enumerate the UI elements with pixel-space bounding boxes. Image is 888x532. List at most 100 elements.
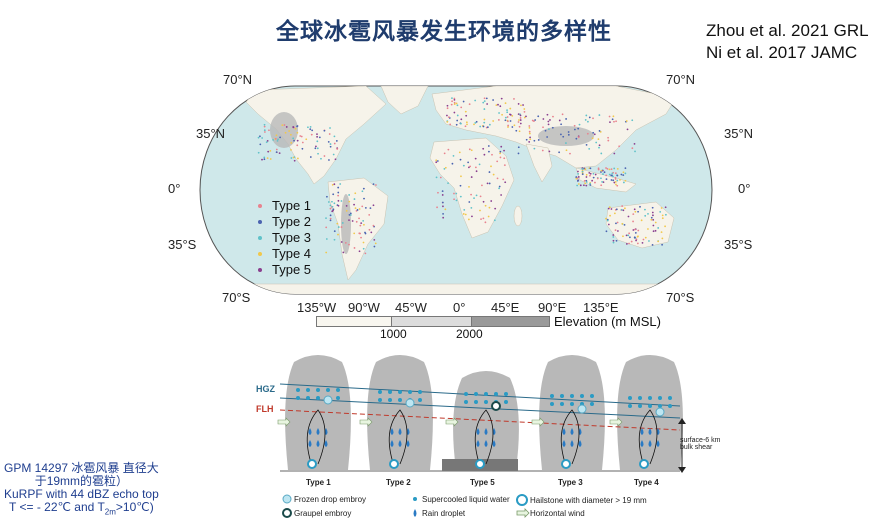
storm-point (453, 192, 455, 195)
storm-point (482, 101, 485, 104)
storm-point (519, 122, 522, 125)
storm-point (499, 152, 501, 155)
legend-item-type5: Type 5 (258, 262, 311, 278)
lat-label-right-70n: 70°N (666, 72, 696, 87)
storm-point (453, 198, 455, 201)
storm-point (368, 228, 371, 231)
storm-point (644, 208, 646, 211)
storm-point (482, 217, 485, 220)
storm-point (558, 119, 561, 122)
storm-point (323, 129, 326, 132)
storm-point (622, 235, 624, 238)
storm-point (528, 130, 531, 133)
storm-point (573, 128, 576, 131)
storm-point (479, 209, 481, 212)
storm-point (296, 131, 299, 134)
storm-point (333, 238, 336, 241)
storm-point (627, 234, 630, 237)
storm-point (455, 123, 458, 126)
storm-point (263, 125, 266, 128)
storm-point (588, 116, 591, 119)
storm-point (592, 172, 595, 175)
storm-point (612, 115, 615, 118)
supercooled-dot (464, 400, 468, 404)
storm-point (615, 239, 618, 242)
rain-drop (640, 440, 644, 447)
storm-point (600, 184, 603, 187)
storm-point (632, 213, 635, 216)
supercooled-dot (408, 390, 412, 394)
storm-point (492, 120, 495, 122)
storm-point (607, 139, 610, 142)
storm-point (591, 179, 594, 182)
supercooled-dot (560, 394, 564, 398)
storm-point (482, 125, 485, 128)
storm-point (374, 242, 377, 245)
storm-point (269, 158, 272, 160)
storm-point (296, 144, 299, 147)
storm-point (373, 239, 376, 241)
note-line-4: T <= - 22℃ and T2m>10℃) (9, 500, 154, 517)
storm-point (332, 208, 335, 211)
storm-point (348, 243, 350, 246)
storm-point (639, 205, 641, 208)
storm-point (436, 206, 438, 209)
supercooled-dot (484, 392, 488, 396)
storm-point (309, 156, 312, 158)
lat-label-right-0: 0° (738, 181, 751, 196)
storm-point (509, 120, 512, 122)
storm-point (492, 173, 495, 176)
storm-point (634, 232, 637, 234)
storm-point (360, 222, 363, 225)
storm-cloud (453, 371, 519, 470)
storm-point (267, 150, 270, 153)
storm-point (633, 236, 636, 239)
storm-point (503, 157, 506, 160)
storm-point (584, 119, 587, 121)
frozen-drop-embryo (405, 398, 415, 408)
storm-point (598, 130, 601, 132)
storm-point (621, 222, 624, 225)
storm-point (575, 137, 578, 140)
storm-point (475, 170, 478, 173)
storm-point (500, 97, 503, 100)
storm-point (284, 131, 287, 134)
storm-point (547, 123, 550, 126)
storm-point (588, 147, 591, 150)
storm-point (657, 227, 660, 229)
storm-point (316, 135, 319, 138)
storm-point (309, 128, 312, 131)
storm-point (616, 184, 619, 187)
legend-item-type2: Type 2 (258, 214, 311, 230)
storm-point (488, 123, 491, 126)
storm-point (509, 107, 512, 110)
storm-point (609, 121, 611, 124)
storm-point (463, 208, 466, 211)
storm-point (325, 251, 328, 254)
storm-point (488, 171, 491, 173)
storm-point (460, 106, 463, 109)
storm-point (589, 184, 592, 186)
storm-point (475, 120, 478, 123)
supercooled-dot (570, 394, 574, 398)
diagram-legend-wind: Horizontal wind (516, 508, 585, 518)
storm-point (518, 125, 521, 128)
storm-point (585, 114, 588, 117)
rain-drop (398, 428, 402, 435)
storm-point (546, 136, 549, 138)
supercooled-dot (398, 398, 402, 402)
storm-point (492, 99, 495, 101)
note-line-1: GPM 14297 冰雹风暴 直径大 (4, 461, 159, 475)
flh-label: FLH (256, 404, 274, 414)
storm-point (504, 119, 507, 122)
storm-point (364, 231, 366, 234)
storm-point (449, 123, 452, 126)
storm-point (647, 228, 649, 230)
storm-point (456, 104, 459, 107)
lat-label-left-70n: 70°N (223, 72, 253, 87)
storm-point (257, 136, 260, 139)
supercooled-dot (316, 388, 320, 392)
storm-point (618, 145, 621, 148)
storm-point (368, 213, 371, 216)
storm-point (528, 125, 531, 127)
